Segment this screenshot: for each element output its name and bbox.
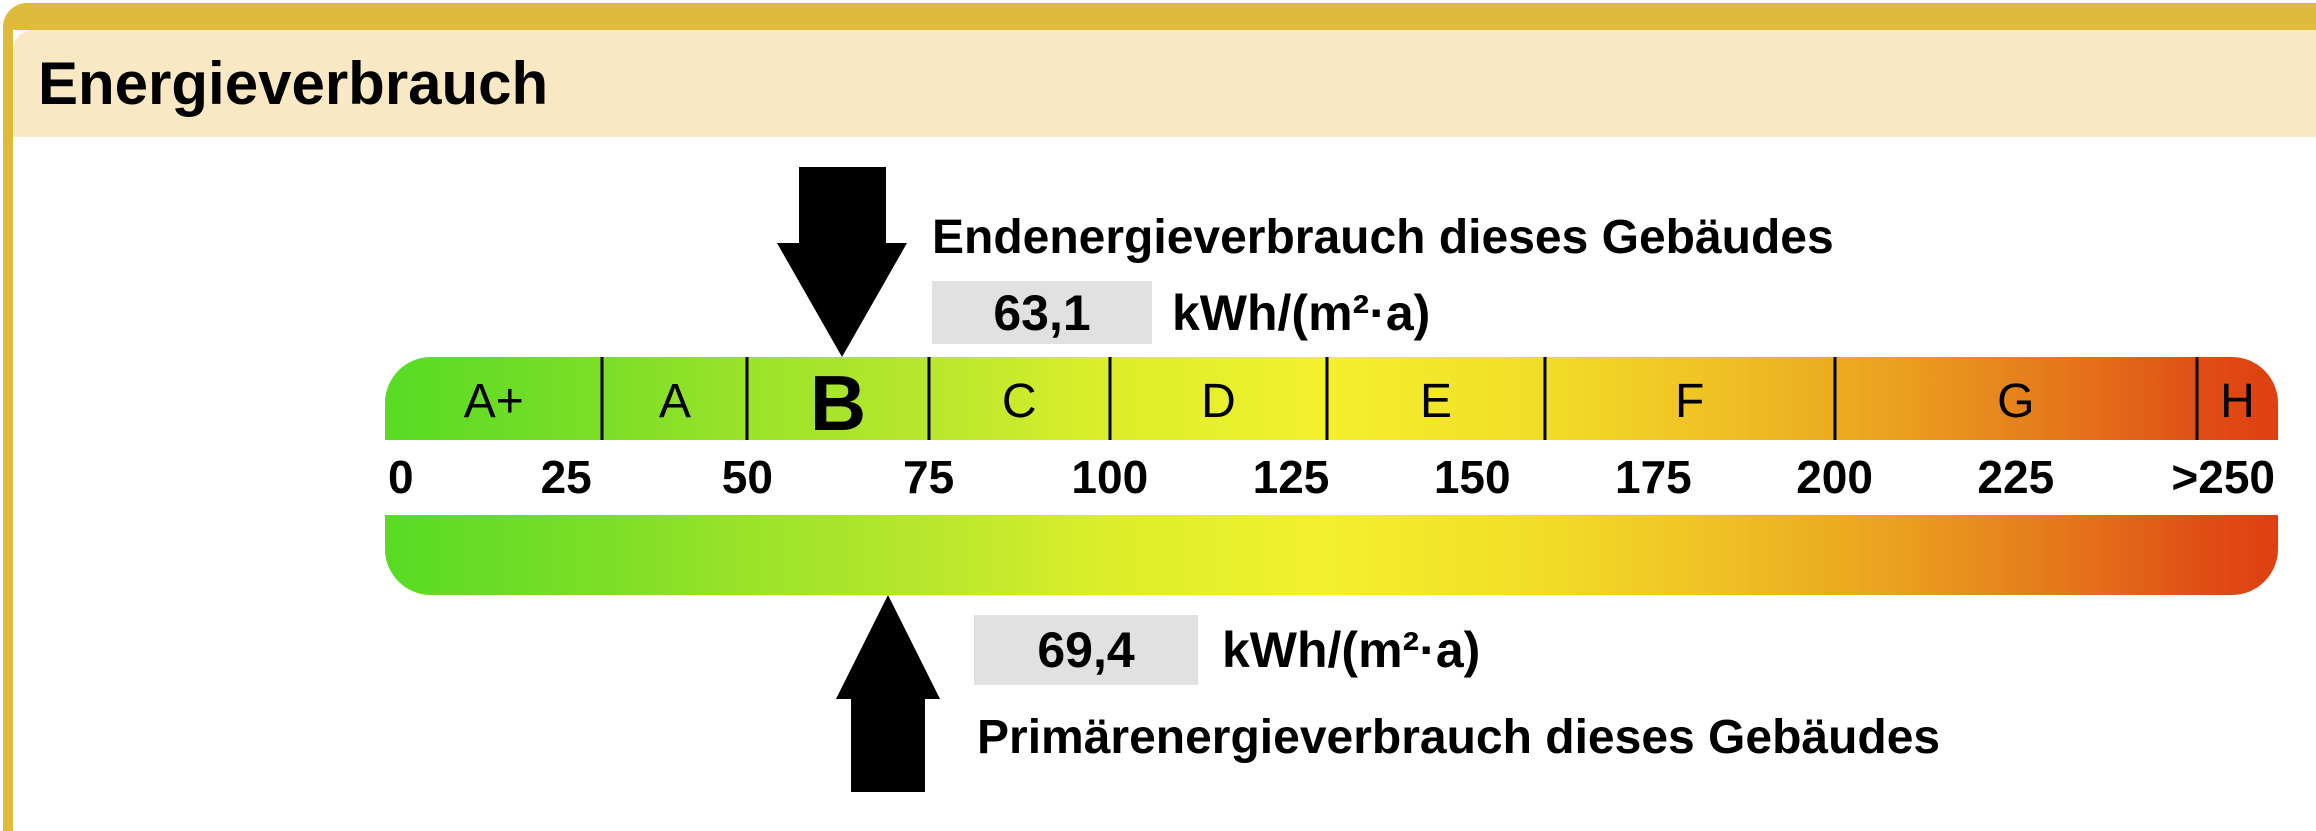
scale-tick-200: 200 — [1796, 451, 1873, 503]
scale-tick-75: 75 — [903, 451, 955, 503]
scale-class-divider — [927, 357, 931, 440]
scale-tick-100: 100 — [1071, 451, 1149, 503]
scale-class-letter-B: B — [809, 359, 867, 440]
scale-tick-band: 0 25 50 75 100 125 150 175 200 225 >250 — [385, 440, 2278, 515]
page-title: Energieverbrauch — [38, 50, 549, 117]
frame-border — [3, 3, 2316, 831]
end-energy-down-arrow-icon — [777, 167, 908, 357]
scale-class-letter-F: F — [1674, 375, 1705, 428]
scale-tick-225: 225 — [1977, 451, 2055, 503]
end-energy-value: 63,1 — [932, 281, 1152, 344]
primary-energy-up-arrow-icon — [836, 595, 940, 792]
scale-class-letter-D: D — [1201, 375, 1236, 428]
scale-class-letter-H: H — [2220, 375, 2255, 428]
primary-energy-label: Primärenergieverbrauch dieses Gebäudes — [977, 711, 1941, 764]
section-header: Energieverbrauch — [13, 30, 2316, 137]
scale-tick-0: 0 — [388, 451, 414, 503]
scale-tick-gt250: >250 — [2171, 451, 2275, 503]
end-energy-unit: kWh/(m²·a) — [1172, 284, 1431, 341]
scale-class-divider — [1833, 357, 1837, 440]
scale-tick-150: 150 — [1433, 451, 1511, 503]
scale-class-letter-E: E — [1419, 375, 1452, 428]
scale-class-divider — [745, 357, 749, 440]
primary-energy-value: 69,4 — [974, 615, 1198, 685]
scale-class-letter-A: A — [658, 375, 691, 428]
scale-class-divider — [2195, 357, 2199, 440]
scale-gradient-bar — [385, 515, 2278, 595]
scale-class-divider — [1325, 357, 1329, 440]
scale-class-letter-Aplus: A+ — [463, 375, 524, 428]
scale-class-band: A+ A B C D E F G H — [385, 357, 2278, 440]
scale-tick-175: 175 — [1615, 451, 1692, 503]
scale-tick-125: 125 — [1252, 451, 1330, 503]
scale-class-letter-G: G — [1997, 375, 2035, 428]
scale-class-divider — [1543, 357, 1547, 440]
end-energy-label: Endenergieverbrauch dieses Gebäudes — [932, 211, 1834, 264]
primary-energy-unit: kWh/(m²·a) — [1222, 622, 1481, 678]
energy-scale: A+ A B C D E F G H 0 25 50 75 100 125 150 175 200 225 >250 — [385, 357, 2278, 595]
scale-class-letter-C: C — [1001, 375, 1037, 428]
scale-tick-50: 50 — [721, 451, 773, 503]
scale-class-divider — [600, 357, 604, 440]
scale-tick-25: 25 — [540, 451, 592, 503]
scale-class-divider — [1108, 357, 1112, 440]
